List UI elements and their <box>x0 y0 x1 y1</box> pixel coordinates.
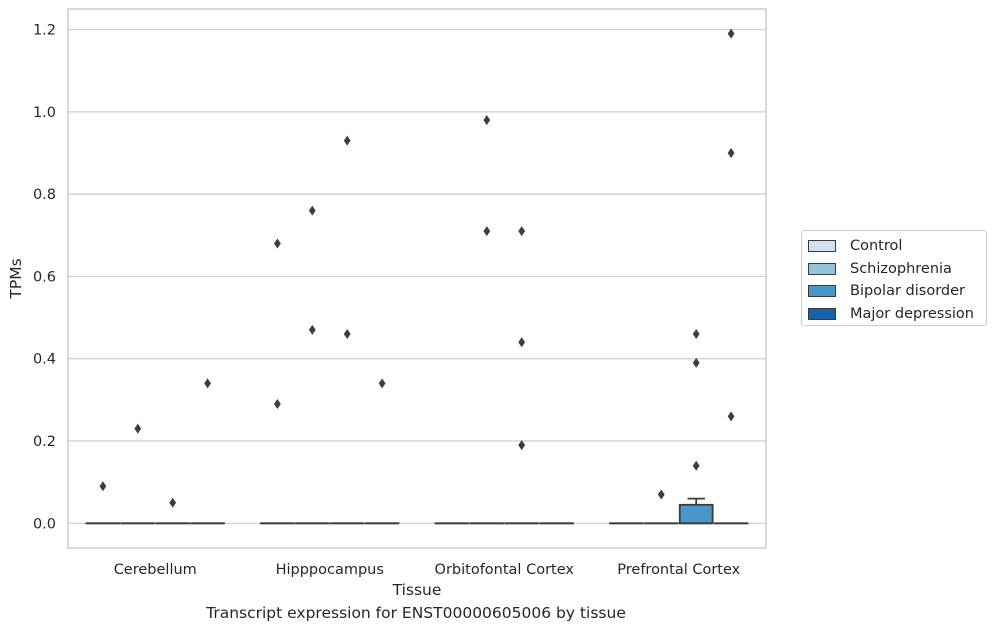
outlier-point <box>308 205 316 216</box>
outlier-point <box>518 440 526 451</box>
legend-item-major-depression: Major depression <box>808 303 986 326</box>
chart-caption: Transcript expression for ENST0000060500… <box>206 604 626 622</box>
y-tick-label: 0.4 <box>33 352 56 368</box>
y-tick-label: 0.8 <box>33 187 56 203</box>
outlier-point <box>692 329 700 340</box>
outlier-point <box>169 497 177 508</box>
outlier-point <box>274 398 281 409</box>
legend: Control Schizophrenia Bipolar disorder M… <box>801 230 987 326</box>
y-axis-label: TPMs <box>7 258 25 299</box>
legend-swatch-control <box>808 240 836 253</box>
outlier-point <box>308 324 316 335</box>
x-axis-label: Tissue <box>392 581 442 599</box>
legend-label-major-depression: Major depression <box>850 305 974 322</box>
x-tick-label: Prefrontal Cortex <box>617 562 740 578</box>
x-tick-label: Cerebellum <box>114 562 197 578</box>
outlier-point <box>343 135 351 146</box>
x-tick-label: Hipppocampus <box>276 562 384 578</box>
legend-item-bipolar-disorder: Bipolar disorder <box>808 280 986 303</box>
y-tick-label: 0.6 <box>33 269 56 285</box>
legend-swatch-major-depression <box>808 307 836 320</box>
outlier-point <box>692 357 700 368</box>
plot-frame <box>67 8 767 549</box>
outlier-point <box>727 411 735 422</box>
outlier-point <box>727 148 735 159</box>
outlier-point <box>378 378 386 389</box>
legend-label-bipolar-disorder: Bipolar disorder <box>850 283 965 300</box>
outlier-point <box>518 226 526 237</box>
outlier-point <box>657 489 665 500</box>
x-tick-label: Orbitofontal Cortex <box>435 562 575 578</box>
box <box>678 503 714 525</box>
outlier-point <box>204 378 211 389</box>
outlier-point <box>99 481 107 492</box>
y-tick-label: 0.0 <box>33 516 56 532</box>
y-tick-label: 0.2 <box>33 434 56 450</box>
legend-item-schizophrenia: Schizophrenia <box>808 258 986 281</box>
outlier-point <box>134 423 142 434</box>
legend-swatch-bipolar-disorder <box>808 285 836 298</box>
outlier-point <box>483 115 491 126</box>
y-tick-label: 1.2 <box>33 23 56 39</box>
legend-swatch-schizophrenia <box>808 262 836 275</box>
outlier-point <box>518 337 526 348</box>
outlier-point <box>274 238 281 249</box>
legend-label-schizophrenia: Schizophrenia <box>850 260 952 277</box>
y-tick-label: 1.0 <box>33 105 56 121</box>
outlier-point <box>727 28 735 39</box>
outlier-point <box>483 226 491 237</box>
legend-label-control: Control <box>850 238 903 255</box>
outlier-point <box>692 460 700 471</box>
outlier-point <box>343 329 351 340</box>
legend-item-control: Control <box>808 235 986 258</box>
